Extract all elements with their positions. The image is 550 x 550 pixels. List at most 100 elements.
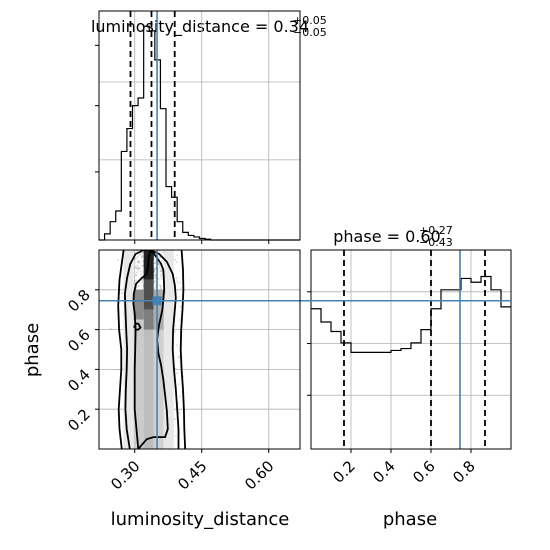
joint-density-sample-point [154,274,157,277]
joint-density-sample-point [135,265,137,268]
joint-density-sample-point [161,260,164,263]
luminosity-distance-histogram-panel: luminosity_distance = 0.34 +0.05 −0.05 [91,10,327,244]
joint-density-cell-9 [163,250,174,449]
joint-density-sample-point [158,250,161,253]
joint-density-sample-point [160,268,162,271]
joint-density-sample-point [154,258,157,261]
joint-density-sample-point [153,276,156,279]
joint-density-sample-point [154,277,157,280]
joint-density-sample-point [177,356,180,359]
joint-density-sample-point [179,395,182,398]
joint-density-sample-point [178,412,181,415]
joint-density-sample-point [136,264,139,267]
joint-density-sample-point [160,274,163,277]
joint-density-contour-4 [133,322,142,331]
phase-title-param: phase [333,227,381,246]
phase-hist-xtick-label-2: 0.6 [409,457,439,487]
joint-density-sample-point [153,268,156,270]
joint-density-sample-point [135,274,138,277]
joint-density-sample-point [159,270,162,272]
joint-density-sample-point [141,251,143,254]
joint-density-sample-point [136,267,139,270]
joint-density-cell-3 [143,309,154,330]
x-axis-label-luminosity-distance: luminosity_distance [111,509,290,530]
joint-density-sample-point [136,266,139,269]
joint-density-sample-point [154,269,156,272]
joint-density-sample-point [139,252,142,255]
joint-density-sample-point [160,273,162,276]
joint-density-sample-point [154,280,157,283]
joint-density-sample-point [174,258,176,261]
joint-density-sample-point [159,276,162,279]
phase-histogram-step [311,275,511,353]
joint-density-sample-point [138,285,140,287]
joint-density-sample-point [176,254,179,256]
joint-density-sample-point [176,280,179,283]
joint-density-sample-point [138,267,141,270]
joint-density-sample-point [178,319,181,321]
joint-density-sample-point [175,277,178,280]
joint-density-cell-8 [123,250,134,449]
phase-histogram-panel: phase = 0.60 +0.27 −0.43 0.2 0.4 0.6 0.8 [307,224,512,487]
joint-density-sample-point [136,271,139,274]
joint-density-sample-point [142,284,145,286]
joint-density-sample-point [159,285,162,288]
joint-density-sample-point [158,256,161,259]
joint-density-sample-point [142,260,144,263]
joint-density-cell-4 [153,289,164,330]
luminosity-distance-title-minus: −0.05 [293,26,327,39]
phase-title-text: phase = 0.60 [333,227,440,246]
joint-density-sample-point [137,261,139,264]
joint-density-sample-point [153,281,156,284]
joint-density-sample-point [153,287,156,289]
joint-density-sample-point [137,259,140,262]
joint-density-sample-point [179,305,182,308]
joint-density-frame [98,249,301,450]
joint-density-sample-point [138,267,141,270]
joint-density-sample-point [160,287,162,290]
joint-density-ytick-label-3: 0.8 [64,286,94,316]
joint-density-sample-point [162,252,165,254]
joint-density-sample-point [161,250,164,253]
joint-density-sample-point [160,270,163,273]
joint-density-sample-point [174,367,177,370]
joint-density-sample-point [133,258,136,261]
joint-density-sample-point [158,266,161,268]
joint-density-sample-point [160,270,163,273]
joint-density-sample-point [141,264,144,267]
luminosity-distance-title-plus: +0.05 [293,14,327,27]
joint-density-ytick-label-2: 0.6 [64,326,94,356]
joint-density-ytick-label-0: 0.2 [64,405,94,435]
phase-hist-xtick-label-1: 0.4 [369,457,399,487]
joint-density-sample-point [176,372,178,375]
joint-density-sample-point [176,344,178,347]
joint-density-sample-point [135,257,138,260]
joint-density-sample-point [117,368,120,371]
joint-density-sample-point [140,256,143,259]
joint-density-sample-point [153,280,156,283]
joint-density-sample-point [138,254,141,256]
luminosity-distance-title-param: luminosity_distance [91,17,250,37]
phase-title-minus: −0.43 [419,236,453,249]
joint-density-sample-point [159,284,162,287]
joint-density-sample-point [157,263,160,265]
joint-density-sample-point [158,263,161,266]
joint-density-sample-point [141,254,144,257]
joint-density-sample-point [173,418,176,420]
joint-density-sample-point [154,274,157,276]
joint-density-sample-point [133,282,136,285]
joint-density-sample-point [153,262,156,264]
joint-density-sample-point [137,261,139,264]
joint-density-sample-point [137,269,140,272]
joint-density-contour-3 [179,250,187,449]
joint-density-xtick-label-1: 0.45 [174,457,210,493]
joint-density-sample-point [138,261,141,264]
joint-truth-marker [152,296,162,306]
joint-density-sample-point [180,287,183,289]
joint-density-sample-point [158,284,161,287]
joint-density-sample-point [140,281,143,284]
joint-density-sample-point [117,258,119,261]
phase-title-plus: +0.27 [419,224,453,237]
joint-density-sample-point [176,261,178,264]
joint-density-sample-point [135,274,138,276]
